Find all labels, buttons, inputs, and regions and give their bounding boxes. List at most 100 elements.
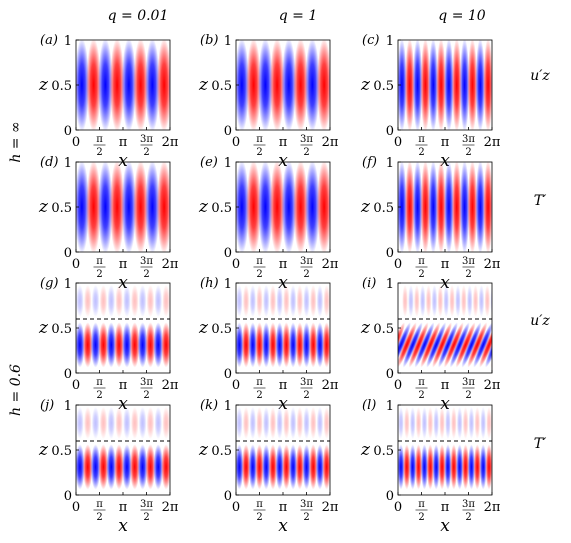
x-tick-label-denominator: 2 (256, 269, 262, 280)
field-cell (281, 40, 297, 130)
field-cell (398, 444, 405, 490)
field-cell-upper (466, 284, 473, 318)
field-cell (137, 322, 148, 368)
x-tick-label: 2π (322, 378, 339, 393)
field-cell-upper (115, 406, 123, 440)
y-tick-label: 1 (386, 34, 394, 49)
row-variable-label-4: T′ (534, 436, 547, 452)
y-tick-label: 0 (386, 124, 394, 139)
x-tick-label: π (256, 499, 263, 510)
field-cell (443, 322, 464, 368)
field-cell (426, 322, 447, 368)
x-axis-label: x (118, 516, 128, 536)
x-axis-label: x (278, 151, 288, 171)
field-cell (499, 38, 509, 132)
field-cell (328, 57, 330, 113)
field-cell (255, 322, 264, 368)
field-cell (161, 444, 170, 490)
field-cell-upper (296, 284, 304, 318)
x-tick-label: π (96, 134, 103, 145)
x-tick-label-denominator: 2 (418, 147, 424, 158)
field-cell (467, 444, 476, 490)
field-cell-upper (486, 406, 492, 440)
x-tick-label: 0 (72, 135, 80, 150)
field-cell-upper (472, 284, 479, 318)
field-cell (129, 444, 140, 490)
x-tick-label: 3π (462, 499, 475, 510)
field-cell (398, 162, 407, 252)
field-cell (485, 322, 492, 368)
x-tick-label: 3π (140, 256, 153, 267)
x-tick-label-denominator: 2 (418, 390, 424, 401)
x-tick-label: 2π (484, 500, 501, 515)
field-cell-upper (162, 284, 170, 318)
field-cell-upper (445, 406, 451, 440)
field-cell-upper (398, 406, 404, 440)
panel-label: (j) (40, 398, 54, 413)
x-tick-label: 0 (72, 500, 80, 515)
field-cell (438, 444, 446, 490)
field-cell-upper (460, 284, 467, 318)
x-tick-label: 0 (394, 378, 402, 393)
x-tick-label: π (119, 500, 128, 515)
field-cell (109, 40, 125, 130)
field-cell (122, 444, 132, 490)
y-axis-label: z (38, 440, 49, 460)
x-tick-label: π (441, 135, 450, 150)
column-title-3: q = 10 (438, 8, 486, 24)
field-cell (426, 444, 434, 490)
field-cell-upper (296, 406, 304, 440)
field-cell-upper (99, 406, 108, 440)
field-cell (133, 40, 148, 130)
field-cell-upper (242, 406, 250, 440)
field-cell (161, 322, 170, 368)
x-tick-label-denominator: 2 (96, 269, 102, 280)
field-cell (315, 322, 325, 368)
field-cell (236, 162, 250, 252)
field-cell (467, 40, 478, 130)
field-cell-upper (269, 284, 277, 318)
y-tick-label: 0.5 (51, 201, 72, 216)
field-cell (169, 331, 170, 359)
x-tick-label: π (441, 500, 450, 515)
field-cell (258, 40, 273, 130)
field-cell (168, 57, 170, 113)
field-cell-upper (83, 406, 92, 440)
x-tick-label-denominator: 2 (143, 512, 149, 523)
field-cell (145, 322, 156, 368)
field-cell (329, 453, 330, 481)
field-cell-upper (146, 284, 155, 318)
field-cell-upper (170, 285, 178, 317)
field-cell (467, 322, 488, 368)
field-cell (450, 444, 458, 490)
x-tick-label: 3π (140, 499, 153, 510)
field-cell (121, 162, 137, 252)
y-tick-label: 1 (64, 34, 72, 49)
x-axis-label: x (118, 394, 128, 414)
field-cell-upper (431, 284, 438, 318)
field-cell-upper (490, 286, 492, 316)
y-tick-label: 0 (224, 489, 232, 504)
field-cell (106, 322, 117, 368)
field-cell (90, 444, 101, 490)
x-tick-label-denominator: 2 (303, 512, 309, 523)
field-cell-upper (154, 284, 163, 318)
y-tick-label: 0 (386, 489, 394, 504)
y-tick-label: 0.5 (373, 201, 394, 216)
field-cell (293, 40, 308, 130)
field-cell (168, 179, 170, 235)
field-cell (483, 162, 492, 252)
field-cell-upper (123, 284, 131, 318)
field-cell-upper (425, 284, 432, 318)
field-cell-upper (496, 285, 502, 317)
field-cell (336, 444, 344, 489)
field-cell (473, 444, 481, 490)
field-cell-upper (289, 406, 297, 440)
field-cell (275, 444, 284, 490)
field-cell-upper (115, 284, 123, 318)
field-cell (428, 162, 439, 252)
column-title-1: q = 0.01 (108, 8, 169, 24)
field-cell (461, 322, 482, 368)
field-cell (153, 322, 164, 368)
